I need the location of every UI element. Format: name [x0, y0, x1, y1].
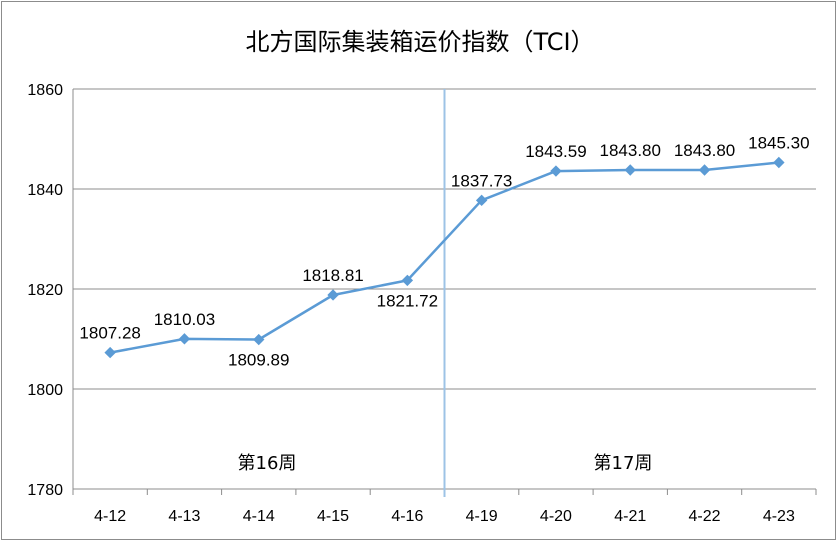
data-point-marker [401, 274, 414, 287]
x-tick-label: 4-21 [614, 508, 646, 525]
data-point-marker [253, 333, 265, 346]
data-label: 1821.72 [377, 291, 438, 310]
x-tick-label: 4-15 [317, 508, 349, 525]
data-point-marker [624, 164, 636, 176]
y-tick-label: 1860 [27, 82, 63, 99]
y-tick-label: 1780 [27, 482, 63, 499]
data-point-marker [104, 346, 116, 359]
data-point-marker [178, 333, 191, 345]
y-tick-label: 1800 [27, 382, 63, 399]
x-tick-label: 4-14 [243, 508, 275, 525]
data-label: 1818.81 [302, 266, 363, 285]
x-tick-label: 4-13 [168, 508, 200, 525]
data-point-marker [327, 289, 339, 301]
x-tick-label: 4-22 [689, 508, 721, 525]
data-label: 1810.03 [154, 310, 215, 329]
data-point-marker [698, 164, 711, 176]
data-label: 1809.89 [228, 351, 289, 370]
data-label: 1845.30 [748, 134, 809, 153]
y-tick-label: 1820 [27, 282, 63, 299]
data-point-marker [550, 165, 562, 177]
chart-title: 北方国际集装箱运价指数（TCI） [245, 28, 594, 56]
x-tick-label: 4-19 [466, 508, 498, 525]
y-tick-label: 1840 [27, 182, 63, 199]
data-label: 1843.80 [674, 141, 735, 160]
data-label: 1843.59 [525, 142, 586, 161]
week-annotation: 第17周 [594, 453, 653, 474]
x-tick-label: 4-16 [391, 508, 423, 525]
data-label: 1843.80 [600, 141, 661, 160]
series-line [109, 161, 780, 354]
x-tick-label: 4-12 [94, 508, 126, 525]
data-label: 1837.73 [451, 171, 512, 190]
week-annotation: 第16周 [238, 453, 297, 474]
plot-area: 1780 1800 1820 1840 1860 4-12 4-13 4-14 4-15 4-16… [27, 82, 817, 525]
x-tick-label: 4-23 [763, 508, 795, 525]
data-label: 1807.28 [79, 324, 140, 343]
x-tick-label: 4-20 [540, 508, 572, 525]
data-point-marker [475, 194, 488, 207]
data-point-marker [773, 156, 785, 169]
